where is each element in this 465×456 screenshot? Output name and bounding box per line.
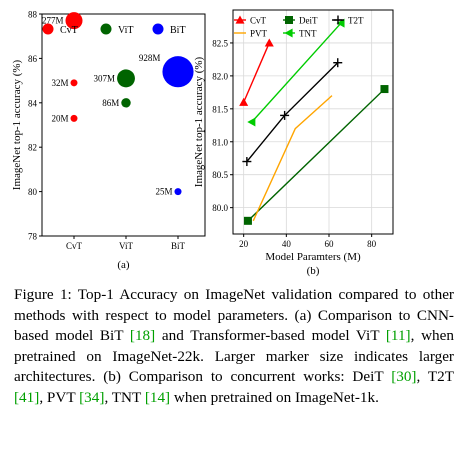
legend-marker bbox=[235, 15, 245, 24]
x-tick-label: 60 bbox=[325, 239, 335, 249]
legend-marker bbox=[42, 23, 54, 35]
data-point bbox=[239, 97, 249, 106]
x-tick-label: 40 bbox=[282, 239, 292, 249]
data-point bbox=[247, 117, 256, 127]
caption-text: , T2T bbox=[416, 368, 455, 386]
data-point bbox=[117, 69, 135, 88]
point-size-label: 277M bbox=[42, 16, 64, 26]
y-tick-label: 88 bbox=[28, 10, 38, 20]
series-line bbox=[247, 88, 385, 222]
data-point bbox=[70, 114, 78, 122]
caption-text: and Transformer-based model ViT bbox=[155, 327, 386, 345]
y-tick-label: 81.0 bbox=[212, 137, 228, 147]
legend-label: CvT bbox=[60, 25, 78, 36]
data-point bbox=[243, 216, 252, 225]
panel-label: (a) bbox=[117, 259, 130, 271]
point-size-label: 86M bbox=[102, 98, 119, 108]
plot-frame bbox=[232, 9, 394, 235]
caption-text: , when pretrained on ImageNet-22k. Large… bbox=[14, 327, 454, 386]
x-tick-label: 20 bbox=[239, 239, 249, 249]
data-point bbox=[264, 38, 274, 47]
y-tick-label: 82 bbox=[28, 143, 37, 153]
y-tick-label: 80 bbox=[28, 187, 38, 197]
plot-frame bbox=[41, 13, 206, 237]
point-size-label: 307M bbox=[94, 73, 116, 83]
citation-link[interactable]: [30] bbox=[391, 368, 417, 386]
x-tick-label: CvT bbox=[66, 241, 83, 251]
y-tick-label: 86 bbox=[28, 54, 38, 64]
point-size-label: 32M bbox=[51, 78, 68, 88]
y-tick-label: 82.5 bbox=[212, 38, 228, 48]
x-tick-label: 80 bbox=[367, 239, 377, 249]
legend-label: ViT bbox=[118, 25, 134, 36]
legend-marker bbox=[152, 23, 164, 35]
panel-label: (b) bbox=[307, 265, 320, 277]
data-point bbox=[65, 12, 83, 30]
y-tick-label: 78 bbox=[28, 232, 38, 242]
series-line bbox=[252, 95, 333, 222]
caption-text: , TNT bbox=[104, 388, 145, 406]
legend-label: DeiT bbox=[299, 16, 318, 26]
data-point bbox=[380, 85, 389, 94]
caption-text: Figure 1: Top-1 Accuracy on ImageNet val… bbox=[14, 286, 454, 345]
panel-a-chart: 78 80 82 84 86 88 CvT ViT BiT ImageNet top-1 accu… bbox=[11, 10, 206, 271]
y-tick-label: 80.5 bbox=[212, 170, 228, 180]
data-point bbox=[174, 188, 182, 196]
series-line bbox=[251, 22, 342, 123]
y-tick-label: 81.5 bbox=[212, 104, 228, 114]
caption-text: when pretrained on ImageNet-1k. bbox=[170, 388, 379, 406]
point-size-label: 25M bbox=[155, 187, 172, 197]
caption-text: , PVT bbox=[39, 388, 80, 406]
data-point bbox=[336, 18, 345, 28]
series-line bbox=[243, 42, 270, 103]
figure-caption: Figure 1: Top-1 Accuracy on ImageNet val… bbox=[14, 285, 454, 409]
x-tick-label: BiT bbox=[171, 241, 186, 251]
y-axis-label: ImageNet top-1 accuracy (%) bbox=[11, 59, 23, 190]
point-size-label: 928M bbox=[139, 53, 161, 63]
x-tick-label: ViT bbox=[119, 241, 133, 251]
legend-marker bbox=[285, 16, 293, 24]
data-point bbox=[162, 56, 194, 88]
point-size-label: 20M bbox=[51, 113, 68, 123]
x-axis-label: Model Paramters (M) bbox=[265, 251, 361, 263]
y-axis-label: ImageNet top-1 accuracy (%) bbox=[193, 56, 205, 187]
legend-label: PVT bbox=[250, 29, 268, 39]
panel-b-chart: 80.0 80.5 81.0 81.5 82.0 82.5 20 40 60 80 ImageNet… bbox=[193, 9, 394, 277]
citation-link[interactable]: [41] bbox=[14, 388, 40, 406]
citation-link[interactable]: [14] bbox=[144, 388, 171, 406]
y-tick-label: 84 bbox=[28, 98, 38, 108]
y-tick-label: 80.0 bbox=[212, 203, 228, 213]
legend-label: CvT bbox=[250, 16, 267, 26]
legend-label: BiT bbox=[170, 25, 186, 36]
data-point bbox=[121, 98, 131, 108]
legend-marker bbox=[284, 28, 293, 38]
citation-link[interactable]: [18] bbox=[129, 327, 156, 345]
citation-link[interactable]: [11] bbox=[385, 327, 411, 345]
y-tick-label: 82.0 bbox=[212, 71, 228, 81]
citation-link[interactable]: [34] bbox=[79, 388, 105, 406]
data-point bbox=[70, 79, 78, 87]
legend-label: TNT bbox=[299, 29, 317, 39]
legend-marker bbox=[100, 23, 112, 35]
legend-label: T2T bbox=[348, 16, 364, 26]
